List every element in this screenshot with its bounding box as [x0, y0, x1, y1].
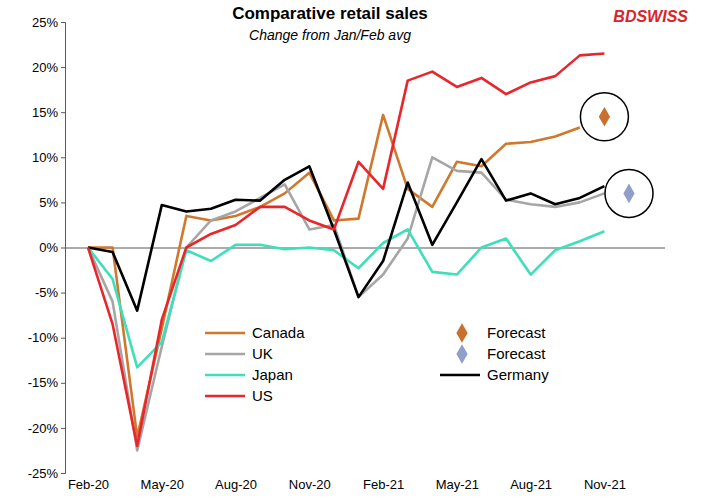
x-tick: Nov-20	[289, 477, 331, 492]
y-tick-label: -15%	[28, 375, 59, 390]
y-tick: -15%	[28, 375, 65, 390]
legend-label: Germany	[487, 366, 549, 383]
title: Comparative retail sales	[232, 4, 428, 23]
y-tick-label: 5%	[39, 195, 58, 210]
y-tick: -5%	[35, 285, 65, 300]
legend-item: UK	[205, 345, 273, 362]
legend-swatch	[440, 374, 480, 377]
series-line	[88, 229, 604, 367]
series-marker	[599, 107, 610, 127]
x-axis-line	[65, 248, 665, 249]
legend-swatch	[205, 353, 245, 356]
y-tick: 15%	[32, 105, 65, 120]
y-tick-mark	[61, 67, 65, 68]
legend: Canada Forecast UK Forecast Japan Germany US	[205, 323, 549, 404]
y-tick-mark	[61, 202, 65, 203]
y-tick-label: 25%	[32, 15, 58, 30]
y-tick-mark	[61, 428, 65, 429]
highlight-circle	[580, 93, 628, 141]
x-tick: Feb-21	[363, 477, 404, 492]
legend-item: Forecast	[456, 323, 546, 343]
y-tick-label: 0%	[39, 240, 58, 255]
y-tick: 25%	[32, 15, 65, 30]
y-tick-mark	[61, 383, 65, 384]
y-tick-label: -20%	[28, 421, 59, 436]
y-axis: -25% -20% -15% -10% -5% 0% 5% 10% 15% 20% 25%	[28, 15, 66, 481]
chart: -25% -20% -15% -10% -5% 0% 5% 10% 15% 20% 25% Feb-2…	[0, 0, 701, 500]
y-tick: 20%	[32, 60, 65, 75]
legend-item: Japan	[205, 366, 293, 383]
y-tick-mark	[61, 22, 65, 23]
y-tick-label: -25%	[28, 466, 59, 481]
y-tick-label: -10%	[28, 330, 59, 345]
legend-item: Forecast	[456, 344, 546, 364]
legend-swatch	[205, 395, 245, 398]
y-tick-label: -5%	[35, 285, 59, 300]
subtitle: Change from Jan/Feb avg	[249, 27, 411, 43]
x-tick-label: Aug-21	[510, 477, 552, 492]
brand-logo: BDSWISS	[613, 8, 688, 25]
x-tick-label: May-21	[436, 477, 479, 492]
legend-label: Japan	[252, 366, 293, 383]
x-tick-label: Nov-21	[584, 477, 626, 492]
y-tick: -25%	[28, 466, 65, 481]
y-tick-mark	[61, 112, 65, 113]
series-line	[88, 159, 604, 311]
y-tick-label: 15%	[32, 105, 58, 120]
y-tick-mark	[61, 157, 65, 158]
series-line	[88, 54, 604, 446]
x-tick-label: Nov-20	[289, 477, 331, 492]
legend-label: US	[252, 387, 273, 404]
series-line	[88, 115, 580, 437]
y-tick: -20%	[28, 421, 65, 436]
legend-swatch	[456, 323, 467, 343]
y-tick-label: 20%	[32, 60, 58, 75]
y-tick: 5%	[39, 195, 65, 210]
legend-swatch	[205, 332, 245, 335]
highlights	[580, 93, 653, 218]
series-marker	[623, 184, 634, 204]
legend-item: Germany	[440, 366, 549, 383]
x-tick: May-20	[141, 477, 184, 492]
y-tick: 10%	[32, 150, 65, 165]
legend-label: Forecast	[487, 345, 546, 362]
x-tick: Nov-21	[584, 477, 626, 492]
x-tick: Aug-21	[510, 477, 552, 492]
legend-label: Canada	[252, 324, 305, 341]
legend-swatch	[205, 374, 245, 377]
legend-swatch	[456, 344, 467, 364]
x-tick: May-21	[436, 477, 479, 492]
legend-item: Canada	[205, 324, 305, 341]
y-axis-line	[61, 23, 66, 474]
y-tick-mark	[61, 338, 65, 339]
y-tick: -10%	[28, 330, 65, 345]
plot-area	[88, 54, 635, 451]
x-tick-label: Feb-20	[68, 477, 109, 492]
x-tick-label: Feb-21	[363, 477, 404, 492]
x-tick: Feb-20	[68, 477, 109, 492]
y-tick-mark	[61, 248, 65, 249]
y-tick-mark	[61, 293, 65, 294]
highlight-circle	[605, 169, 653, 217]
x-tick-label: Aug-20	[215, 477, 257, 492]
y-tick-label: 10%	[32, 150, 58, 165]
x-tick: Aug-20	[215, 477, 257, 492]
series-line	[88, 157, 604, 450]
legend-label: Forecast	[487, 324, 546, 341]
y-tick-mark	[61, 473, 65, 474]
x-tick-label: May-20	[141, 477, 184, 492]
y-tick: 0%	[39, 240, 65, 255]
legend-item: US	[205, 387, 273, 404]
legend-label: UK	[252, 345, 273, 362]
